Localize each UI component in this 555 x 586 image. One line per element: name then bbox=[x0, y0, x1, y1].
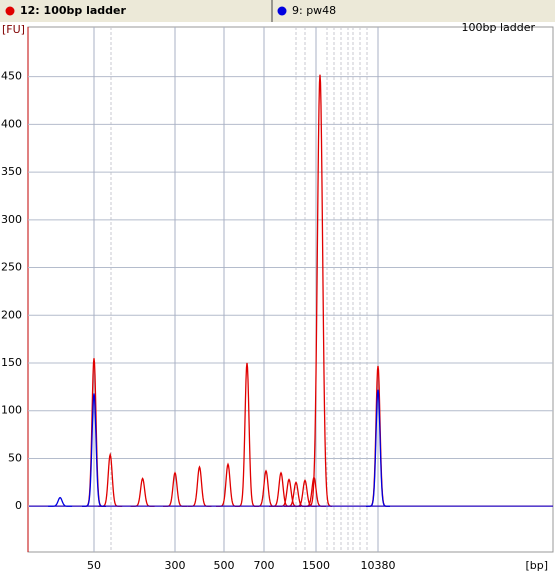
y-tick-label: 300 bbox=[1, 213, 22, 226]
peak bbox=[48, 496, 73, 507]
x-tick-label: 50 bbox=[87, 559, 101, 572]
x-tick-label: 10380 bbox=[361, 559, 396, 572]
legend-label[interactable]: 12: 100bp ladder bbox=[20, 4, 126, 17]
x-tick-label: 500 bbox=[214, 559, 235, 572]
y-tick-label: 350 bbox=[1, 165, 22, 178]
y-tick-label: 200 bbox=[1, 308, 22, 321]
y-tick-label: 250 bbox=[1, 261, 22, 274]
y-tick-label: 0 bbox=[15, 499, 22, 512]
legend-label[interactable]: 9: pw48 bbox=[292, 4, 336, 17]
x-tick-label: 1500 bbox=[302, 559, 330, 572]
peak bbox=[366, 389, 390, 507]
y-axis-label: [FU] bbox=[2, 23, 25, 36]
peak bbox=[308, 74, 332, 507]
plot-area bbox=[27, 26, 554, 553]
y-tick-label: 150 bbox=[1, 356, 22, 369]
x-tick-label: 700 bbox=[254, 559, 275, 572]
x-axis-label: [bp] bbox=[525, 559, 548, 572]
y-tick-label: 400 bbox=[1, 117, 22, 130]
y-tick-label: 50 bbox=[8, 451, 22, 464]
legend-dot bbox=[277, 6, 287, 16]
legend-dot bbox=[5, 6, 15, 16]
annotation: 100bp ladder bbox=[461, 21, 535, 34]
y-tick-label: 450 bbox=[1, 70, 22, 83]
y-tick-label: 100 bbox=[1, 404, 22, 417]
x-tick-label: 300 bbox=[165, 559, 186, 572]
peak bbox=[82, 393, 106, 507]
